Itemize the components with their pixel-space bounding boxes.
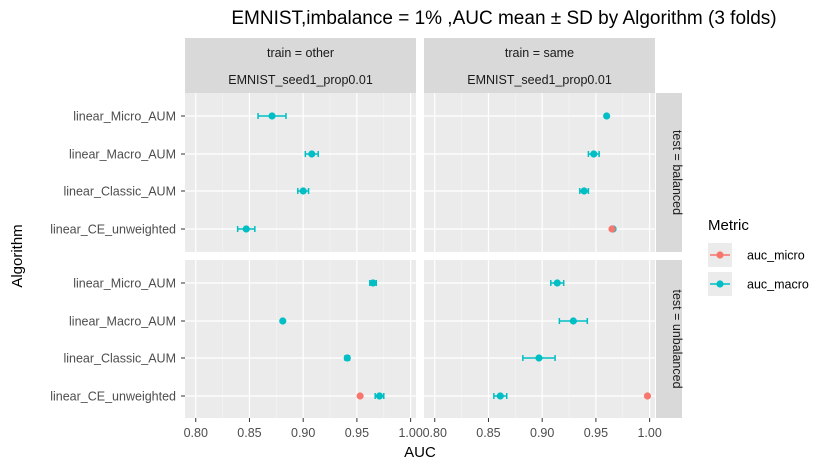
data-point — [608, 225, 616, 233]
strips-layer: train = other EMNIST_seed1_prop0.01 train … — [185, 38, 684, 418]
data-point — [603, 112, 611, 120]
legend-key-point — [716, 251, 724, 259]
y-tick-label: linear_Classic_AUM — [63, 352, 176, 366]
column-strip-label: train = same — [505, 46, 574, 60]
y-tick-label: linear_Classic_AUM — [63, 185, 176, 199]
row-strip-label: test = balanced — [670, 130, 684, 215]
y-tick-label: linear_CE_unweighted — [50, 390, 176, 404]
column-strip-label: EMNIST_seed1_prop0.01 — [228, 73, 373, 87]
x-tick-label: 1.00 — [398, 426, 422, 440]
data-point — [343, 354, 351, 362]
column-strip — [185, 38, 416, 93]
y-axis-labels: linear_Micro_AUM linear_Macro_AUM linear_C… — [50, 110, 185, 404]
data-point — [242, 225, 250, 233]
panel-background — [185, 260, 416, 418]
data-point — [643, 392, 652, 400]
data-point — [369, 279, 377, 287]
data-point — [279, 317, 287, 325]
data-point — [299, 187, 307, 195]
x-tick-label: 0.95 — [584, 426, 608, 440]
data-point — [375, 392, 384, 400]
data-point — [535, 354, 543, 362]
x-tick-label: 0.90 — [530, 426, 554, 440]
data-point — [590, 150, 598, 158]
data-point — [356, 392, 364, 400]
x-tick-label: 0.80 — [423, 426, 447, 440]
row-strip-label: test = unbalanced — [670, 289, 684, 388]
data-point — [308, 150, 316, 158]
panel-background — [424, 260, 655, 418]
row-strip — [656, 93, 682, 252]
column-strip-label: EMNIST_seed1_prop0.01 — [467, 73, 612, 87]
y-tick-label: linear_Macro_AUM — [69, 315, 176, 329]
legend-key-point — [716, 280, 724, 288]
panel-background — [424, 93, 655, 252]
legend-title: Metric — [708, 217, 749, 234]
x-tick-label: 1.00 — [637, 426, 661, 440]
y-axis-title: Algorithm — [9, 224, 26, 287]
column-strip — [424, 38, 655, 93]
x-tick-label: 0.95 — [345, 426, 369, 440]
x-tick-label: 0.90 — [291, 426, 315, 440]
y-tick-label: linear_Micro_AUM — [73, 110, 176, 124]
x-tick-label: 0.80 — [184, 426, 208, 440]
y-tick-label: linear_Micro_AUM — [73, 277, 176, 291]
panel-background — [185, 93, 416, 252]
x-tick-label: 0.85 — [237, 426, 261, 440]
data-point — [580, 187, 588, 195]
data-point — [569, 317, 577, 325]
panels-layer — [185, 93, 655, 418]
data-point — [496, 392, 504, 400]
legend: Metric auc_micro auc_macro — [708, 217, 809, 296]
row-strip — [656, 260, 682, 418]
legend-label: auc_macro — [747, 278, 809, 292]
x-axis-labels: 0.80 0.85 0.90 0.95 1.00 0.80 0.85 0.90 0.95 1.00 — [184, 418, 662, 440]
y-tick-label: linear_Macro_AUM — [69, 148, 176, 162]
data-point — [268, 112, 276, 120]
y-tick-label: linear_CE_unweighted — [50, 223, 176, 237]
x-tick-label: 0.85 — [476, 426, 500, 440]
column-strip-label: train = other — [267, 46, 334, 60]
legend-label: auc_micro — [747, 249, 805, 263]
x-axis-title: AUC — [404, 444, 436, 461]
data-point — [553, 279, 561, 287]
chart-title: EMNIST,imbalance = 1% ,AUC mean ± SD by … — [231, 8, 776, 29]
